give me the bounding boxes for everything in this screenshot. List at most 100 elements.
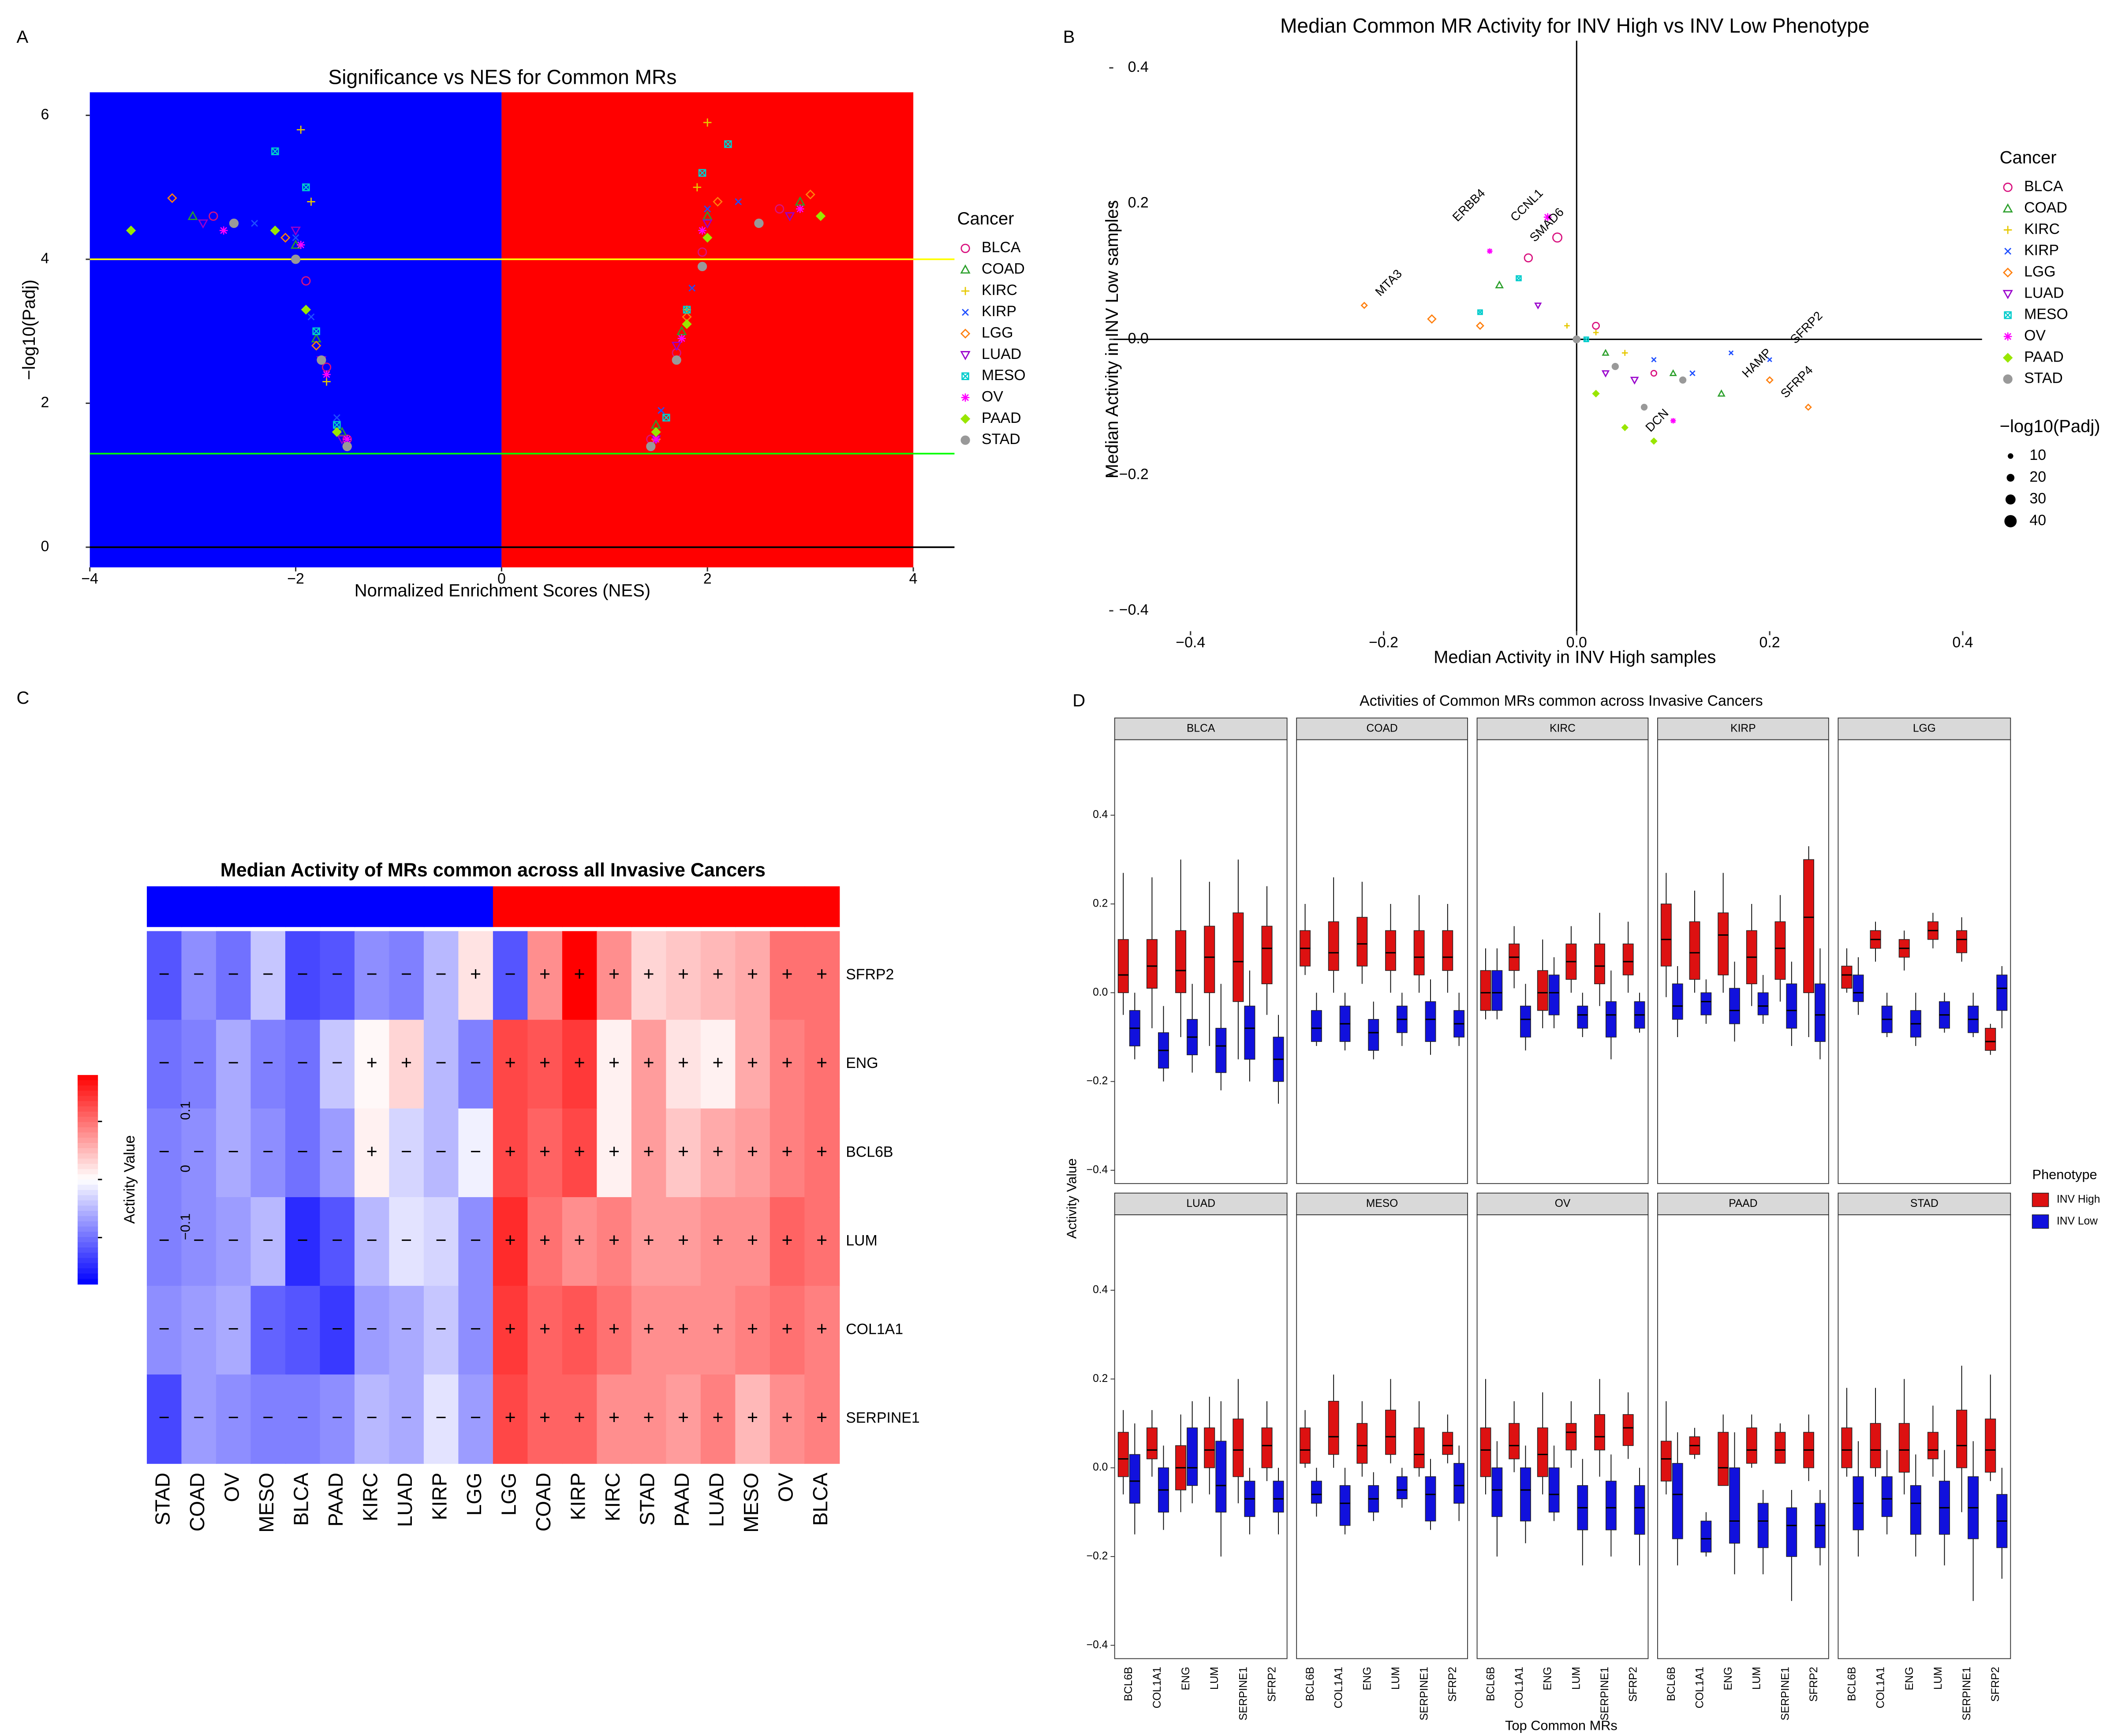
colorbar-step [77, 1116, 98, 1123]
legend-marker [2002, 353, 2013, 363]
heatmap-cell [216, 1197, 251, 1287]
legend-label: LUAD [2024, 284, 2064, 301]
x-tick-label: COL1A1 [1875, 1667, 1887, 1708]
colorbar-step [77, 1190, 98, 1196]
cell-sign: − [436, 1230, 447, 1251]
panel-label: B [1063, 27, 1075, 47]
marker [1651, 357, 1657, 362]
chart-title: Median Activity of MRs common across all… [220, 860, 766, 881]
box [1577, 1005, 1588, 1029]
marker [688, 284, 696, 292]
cell-sign: − [436, 1318, 447, 1340]
cell-sign: − [332, 1141, 343, 1162]
row-label: SERPINE1 [846, 1410, 919, 1426]
cell-sign: + [782, 1407, 793, 1428]
facet-panel [1296, 1214, 1468, 1659]
cell-sign: + [643, 1141, 654, 1162]
legend-label: OV [982, 388, 1003, 405]
cell-sign: − [193, 1053, 204, 1074]
box [1898, 1423, 1910, 1473]
marker [697, 247, 707, 257]
box [1985, 1419, 1996, 1473]
colorbar-step [77, 1111, 98, 1117]
marker [229, 218, 239, 228]
box [1622, 943, 1634, 975]
marker [698, 169, 706, 177]
y-tick-label: −0.2 [1119, 466, 1149, 482]
x-axis-label: Median Activity in INV High samples [1434, 647, 1716, 667]
heatmap-cell [320, 1374, 355, 1464]
heatmap-cell [527, 931, 563, 1021]
box [1660, 1441, 1672, 1482]
box [1537, 970, 1548, 1011]
legend-swatch [2032, 1192, 2049, 1207]
marker [126, 225, 136, 235]
x-tick-label: BCL6B [1846, 1667, 1858, 1701]
marker [713, 197, 723, 207]
legend-swatch [2032, 1214, 2049, 1229]
marker [219, 226, 228, 235]
box [1425, 1001, 1436, 1042]
box [1311, 1010, 1322, 1042]
heatmap-cell [700, 1286, 736, 1375]
box [1774, 1432, 1786, 1464]
size-legend-label: 40 [2029, 512, 2046, 529]
box [1927, 1432, 1939, 1460]
facet-strip [1114, 1192, 1288, 1215]
box [1480, 1427, 1491, 1477]
size-legend-marker [2006, 474, 2015, 482]
marker [296, 241, 305, 249]
box [1117, 1432, 1129, 1477]
cell-sign: − [332, 964, 343, 985]
box [1425, 1476, 1436, 1522]
cell-sign: + [678, 1141, 689, 1162]
colorbar-step [77, 1164, 98, 1170]
cell-sign: + [782, 1053, 793, 1074]
box [1261, 1427, 1273, 1468]
y-tick-label: 0.0 [1093, 1461, 1108, 1473]
box [1803, 859, 1814, 993]
column-label: BLCA [289, 1473, 312, 1526]
marker [1650, 370, 1658, 377]
column-label: LGG [497, 1473, 520, 1516]
column-label: PAAD [670, 1473, 693, 1527]
box [1187, 1427, 1198, 1486]
x-tick-label: BCL6B [1123, 1667, 1135, 1701]
box [1339, 1485, 1351, 1526]
marker [702, 232, 713, 243]
y-tick-label: 4 [41, 250, 49, 267]
x-tick-label: BCL6B [1304, 1667, 1316, 1701]
box [1215, 1028, 1227, 1073]
heatmap-cell [770, 1019, 805, 1109]
column-annotation [389, 886, 425, 927]
column-label: STAD [151, 1473, 174, 1526]
heatmap-cell [458, 1374, 494, 1464]
marker [1679, 376, 1687, 384]
heatmap-cell [493, 1019, 528, 1109]
colorbar-step [77, 1085, 98, 1091]
column-annotation [804, 886, 840, 927]
column-label: LGG [463, 1473, 486, 1516]
cell-sign: + [366, 1141, 377, 1162]
marker [1650, 437, 1658, 445]
x-tick-label: 0 [497, 570, 506, 587]
heatmap-cell [285, 1374, 321, 1464]
x-tick-label: BCL6B [1666, 1667, 1677, 1701]
heatmap-cell [181, 1197, 217, 1287]
y-tick-label: 0.4 [1128, 59, 1149, 75]
cell-sign: + [609, 964, 620, 985]
cell-sign: − [159, 1318, 170, 1340]
y-tick-label: −0.2 [1087, 1550, 1108, 1562]
box [1146, 1427, 1158, 1460]
y-tick-label: −0.4 [1087, 1639, 1108, 1651]
cell-sign: + [505, 1141, 516, 1162]
heatmap-cell [527, 1108, 563, 1198]
colorbar-step [77, 1279, 98, 1285]
box [1594, 1414, 1605, 1451]
x-tick-label: ENG [1904, 1667, 1916, 1690]
box [1520, 1467, 1531, 1522]
marker [1621, 350, 1628, 356]
row-label: BCL6B [846, 1143, 893, 1160]
x-tick-label: −0.2 [1369, 634, 1398, 651]
colorbar-step [77, 1232, 98, 1238]
